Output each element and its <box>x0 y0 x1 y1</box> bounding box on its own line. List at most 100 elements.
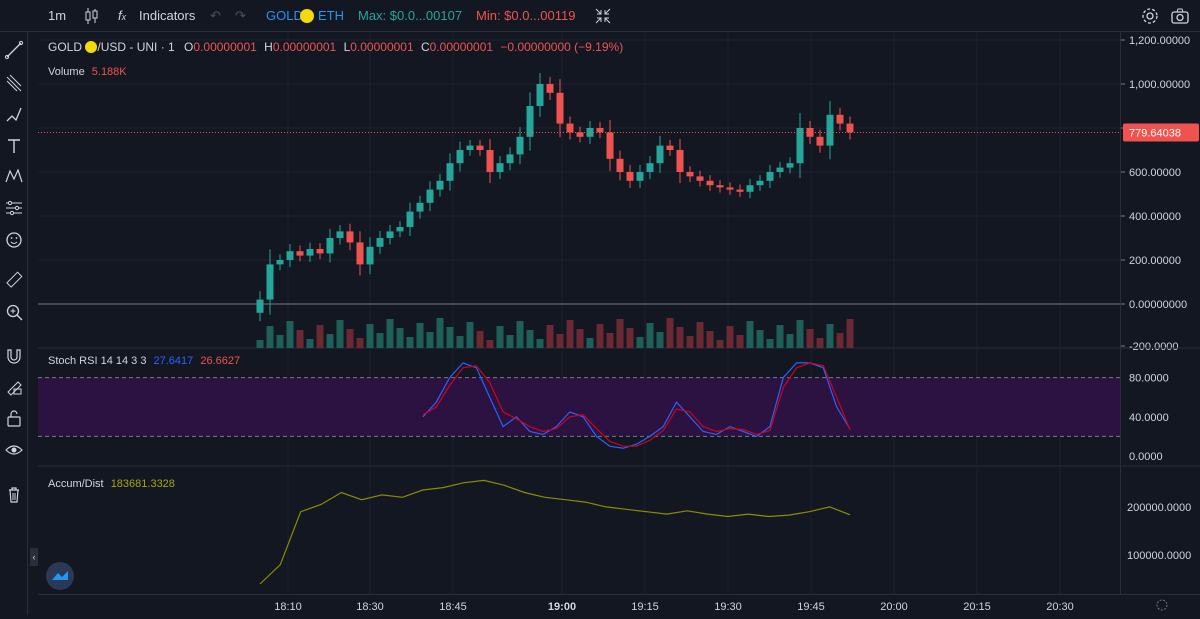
collapse-toolbar-button[interactable]: ‹ <box>30 548 38 566</box>
volume-bar <box>476 331 484 348</box>
price-tick-label: 200.00000 <box>1129 255 1181 267</box>
trend-line-icon[interactable] <box>4 40 24 60</box>
time-tick-label: 20:15 <box>963 601 991 613</box>
accum-name[interactable]: Accum/Dist <box>48 478 104 490</box>
candle-body <box>726 187 734 190</box>
unlock-icon[interactable] <box>4 408 24 428</box>
candle-body <box>686 172 694 177</box>
volume-bar <box>436 318 444 348</box>
volume-legend: Volume 5.188K <box>48 66 127 78</box>
candle-body <box>416 202 424 212</box>
lock-drawing-icon[interactable] <box>4 376 24 396</box>
stoch-d-line <box>422 362 851 447</box>
price-tick-label: 1,200.00000 <box>1129 35 1190 47</box>
interval-button[interactable]: 1m <box>48 8 67 23</box>
pattern-icon[interactable] <box>4 166 24 186</box>
candle-body <box>506 154 514 164</box>
volume-bar <box>836 333 844 348</box>
max-price: Max: $0.0...00107 <box>358 8 463 23</box>
fullscreen-icon[interactable] <box>595 8 611 24</box>
fx-icon[interactable]: fx <box>118 8 127 23</box>
accum-value: 183681.3328 <box>110 478 175 490</box>
candle-body <box>286 251 294 260</box>
volume-bar <box>816 338 824 348</box>
candle-body <box>466 145 474 150</box>
volume-bar <box>656 332 664 348</box>
stoch-legend: Stoch RSI 14 14 3 3 27.6417 26.6627 <box>48 355 240 367</box>
time-tick-label: 18:10 <box>274 601 302 613</box>
volume-bar <box>386 319 394 348</box>
undo-icon[interactable]: ↶ <box>210 8 221 23</box>
candle-body <box>376 238 384 247</box>
volume-bar <box>536 339 544 348</box>
low-label: L <box>343 40 351 54</box>
time-axis[interactable]: 18:10 18:30 18:45 19:00 19:15 19:30 19:45 20:00… <box>38 594 1200 615</box>
camera-icon[interactable] <box>1170 6 1190 26</box>
candle-body <box>316 249 324 254</box>
volume-label[interactable]: Volume <box>48 66 85 78</box>
volume-bar <box>406 337 414 348</box>
close-label: C <box>421 40 430 54</box>
chart-canvas[interactable] <box>38 32 1120 594</box>
accum-tick-label: 200000.0000 <box>1127 502 1191 514</box>
candle-body <box>656 145 664 164</box>
stoch-tick-label: 40.0000 <box>1129 412 1169 424</box>
pair-quote[interactable]: ETH <box>318 8 344 23</box>
time-axis-canvas[interactable]: 18:10 18:30 18:45 19:00 19:15 19:30 19:45 20:00… <box>38 595 1200 616</box>
volume-bar <box>796 320 804 348</box>
time-tick-label: 19:45 <box>797 601 825 613</box>
candle-body <box>296 251 304 256</box>
logo-icon <box>52 571 68 580</box>
price-scale[interactable]: 1,200.000001,000.00000800.00000600.00000… <box>1120 32 1200 594</box>
candle-body <box>616 158 624 172</box>
candle-body <box>786 163 794 168</box>
high-value: 0.00000001 <box>272 40 337 54</box>
candle-body <box>716 185 724 188</box>
volume-bar <box>506 335 514 348</box>
time-tick-label: 20:00 <box>880 601 908 613</box>
candle-body <box>816 136 824 146</box>
volume-bar <box>286 321 294 348</box>
candles-icon[interactable] <box>84 7 100 25</box>
stoch-k-value: 27.6417 <box>153 355 194 367</box>
tradingview-logo[interactable] <box>46 562 74 590</box>
volume-bar <box>526 330 534 348</box>
price-tick-label: 1,000.00000 <box>1129 79 1190 91</box>
gold-coin-icon <box>300 9 314 23</box>
indicators-button[interactable]: Indicators <box>139 8 196 23</box>
text-icon[interactable] <box>4 136 24 156</box>
magnet-icon[interactable] <box>4 346 24 366</box>
price-scale-canvas[interactable]: 1,200.000001,000.00000800.00000600.00000… <box>1121 32 1200 594</box>
ruler-icon[interactable] <box>4 270 24 290</box>
eye-icon[interactable] <box>4 440 24 460</box>
candle-body <box>366 246 374 265</box>
candle-body <box>576 132 584 137</box>
volume-bar <box>416 323 424 348</box>
chart-panes[interactable] <box>38 32 1120 594</box>
candle-body <box>386 231 394 238</box>
candle-body <box>556 92 564 124</box>
candle-body <box>426 189 434 203</box>
volume-bar <box>576 329 584 348</box>
open-value: 0.00000001 <box>193 40 257 54</box>
zoom-icon[interactable] <box>4 302 24 322</box>
volume-bar <box>696 322 704 348</box>
volume-bar <box>726 326 734 348</box>
price-tick-label: 400.00000 <box>1129 211 1181 223</box>
candle-body <box>646 163 654 172</box>
symbol-name[interactable]: GOLD <box>48 40 83 54</box>
fib-icon[interactable] <box>4 72 24 92</box>
time-tick-label: 18:30 <box>356 601 384 613</box>
redo-icon[interactable]: ↷ <box>235 8 246 23</box>
emoji-icon[interactable] <box>4 230 24 250</box>
forecast-icon[interactable] <box>4 198 24 218</box>
settings-icon[interactable] <box>1140 6 1160 26</box>
stoch-name[interactable]: Stoch RSI 14 14 3 3 <box>48 355 147 367</box>
candle-body <box>546 84 554 93</box>
brush-icon[interactable] <box>4 104 24 124</box>
candle-body <box>266 264 274 300</box>
volume-bar <box>776 325 784 348</box>
trash-icon[interactable] <box>4 484 24 504</box>
volume-bar <box>846 319 854 348</box>
pair-base[interactable]: GOLD <box>266 8 303 23</box>
